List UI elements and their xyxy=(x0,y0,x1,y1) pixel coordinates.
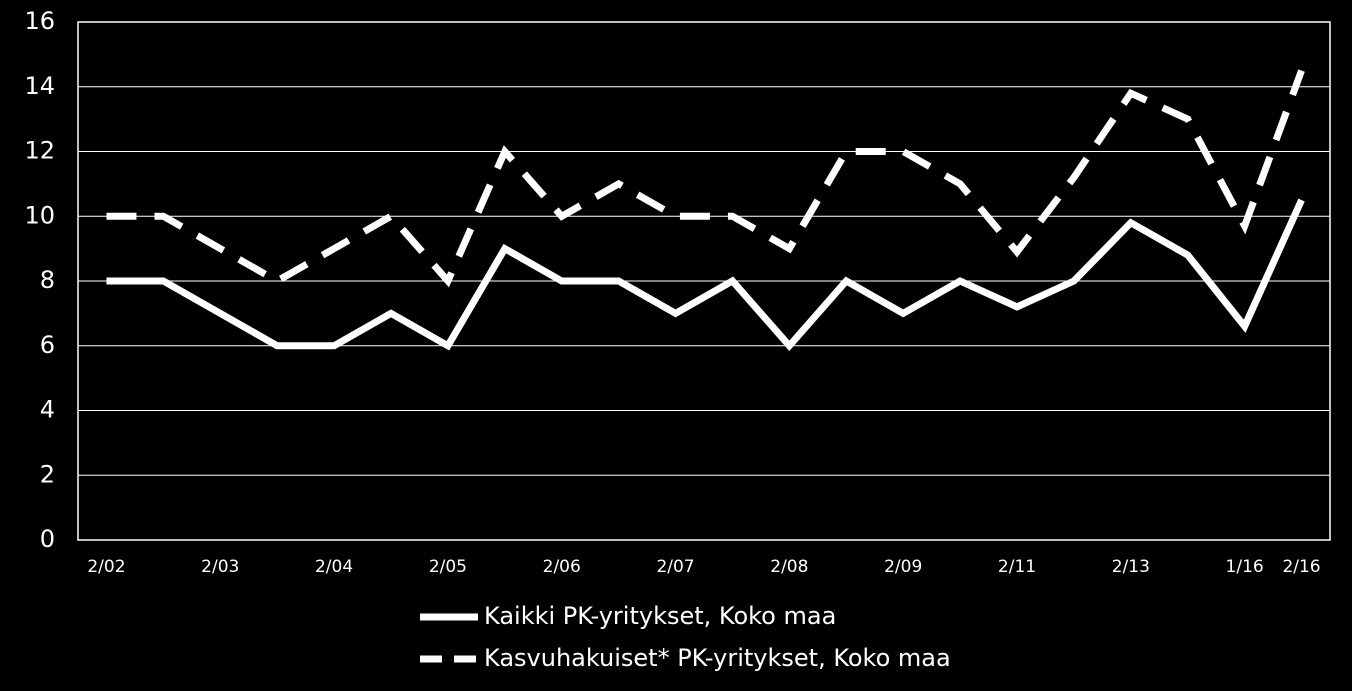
data-line xyxy=(106,198,1305,352)
x-tick-label: 2/11 xyxy=(998,557,1036,577)
x-tick-label: 2/04 xyxy=(315,557,353,577)
x-tick-label: 2/03 xyxy=(201,557,239,577)
x-tick-label: 2/02 xyxy=(87,557,125,577)
legend-label: Kasvuhakuiset* PK-yritykset, Koko maa xyxy=(484,644,951,672)
x-tick-label: 2/13 xyxy=(1112,557,1150,577)
legend-label: Kaikki PK-yritykset, Koko maa xyxy=(484,602,836,630)
y-tick-label: 4 xyxy=(40,396,55,424)
x-tick-label: 2/16 xyxy=(1282,557,1320,577)
x-tick-label: 2/06 xyxy=(543,557,581,577)
plot-border xyxy=(77,21,1331,541)
x-tick-label: 2/08 xyxy=(770,557,808,577)
data-line xyxy=(106,69,1305,288)
y-tick-label: 10 xyxy=(24,201,55,229)
y-tick-label: 0 xyxy=(40,525,55,553)
x-tick-label: 2/07 xyxy=(656,557,694,577)
y-tick-label: 16 xyxy=(24,7,55,35)
x-tick-label: 2/09 xyxy=(884,557,922,577)
y-tick-label: 2 xyxy=(40,460,55,488)
y-tick-label: 8 xyxy=(40,266,55,294)
x-tick-label: 2/05 xyxy=(429,557,467,577)
y-tick-label: 6 xyxy=(40,331,55,359)
x-tick-label: 1/16 xyxy=(1226,557,1264,577)
y-tick-label: 14 xyxy=(24,72,55,100)
y-tick-label: 12 xyxy=(24,137,55,165)
